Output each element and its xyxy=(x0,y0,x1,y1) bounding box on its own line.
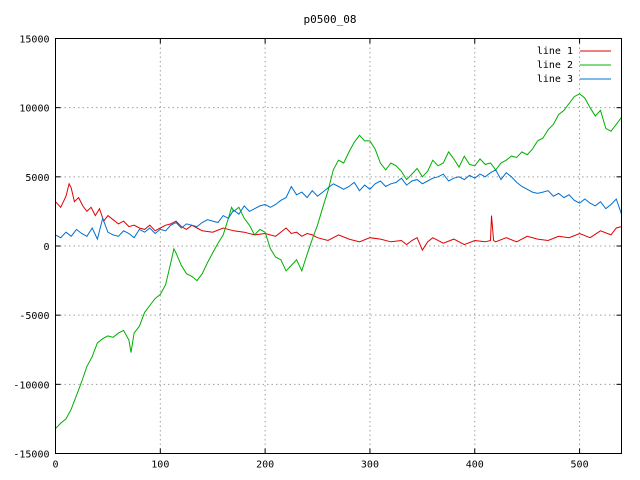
y-tick-label: 10000 xyxy=(19,104,49,115)
legend: line 1 line 2 line 3 xyxy=(537,46,611,85)
series-line-3 xyxy=(55,169,622,241)
legend-label-1: line 1 xyxy=(537,46,573,57)
plot-frame xyxy=(55,38,622,454)
y-tick-label: -15000 xyxy=(13,450,49,461)
series-line-1 xyxy=(55,182,622,252)
series-line-2 xyxy=(55,93,622,429)
legend-label-2: line 2 xyxy=(537,60,573,71)
x-tick-label: 0 xyxy=(52,460,58,471)
grid-lines xyxy=(55,38,622,454)
axis-ticks: 0 100 200 300 400 500 -15000 -10000 -5000 0 5000 10… xyxy=(13,35,622,471)
y-tick-label: 5000 xyxy=(25,173,49,184)
series-lines xyxy=(55,93,622,429)
y-tick-label: -5000 xyxy=(19,311,49,322)
x-tick-label: 300 xyxy=(361,460,379,471)
y-tick-label: 0 xyxy=(43,242,49,253)
y-tick-label: 15000 xyxy=(19,35,49,46)
y-tick-label: -10000 xyxy=(13,380,49,391)
x-tick-label: 200 xyxy=(256,460,274,471)
x-tick-label: 100 xyxy=(151,460,169,471)
x-tick-label: 500 xyxy=(571,460,589,471)
chart-title: p0500_08 xyxy=(304,13,357,26)
x-tick-label: 400 xyxy=(466,460,484,471)
legend-label-3: line 3 xyxy=(537,74,573,85)
